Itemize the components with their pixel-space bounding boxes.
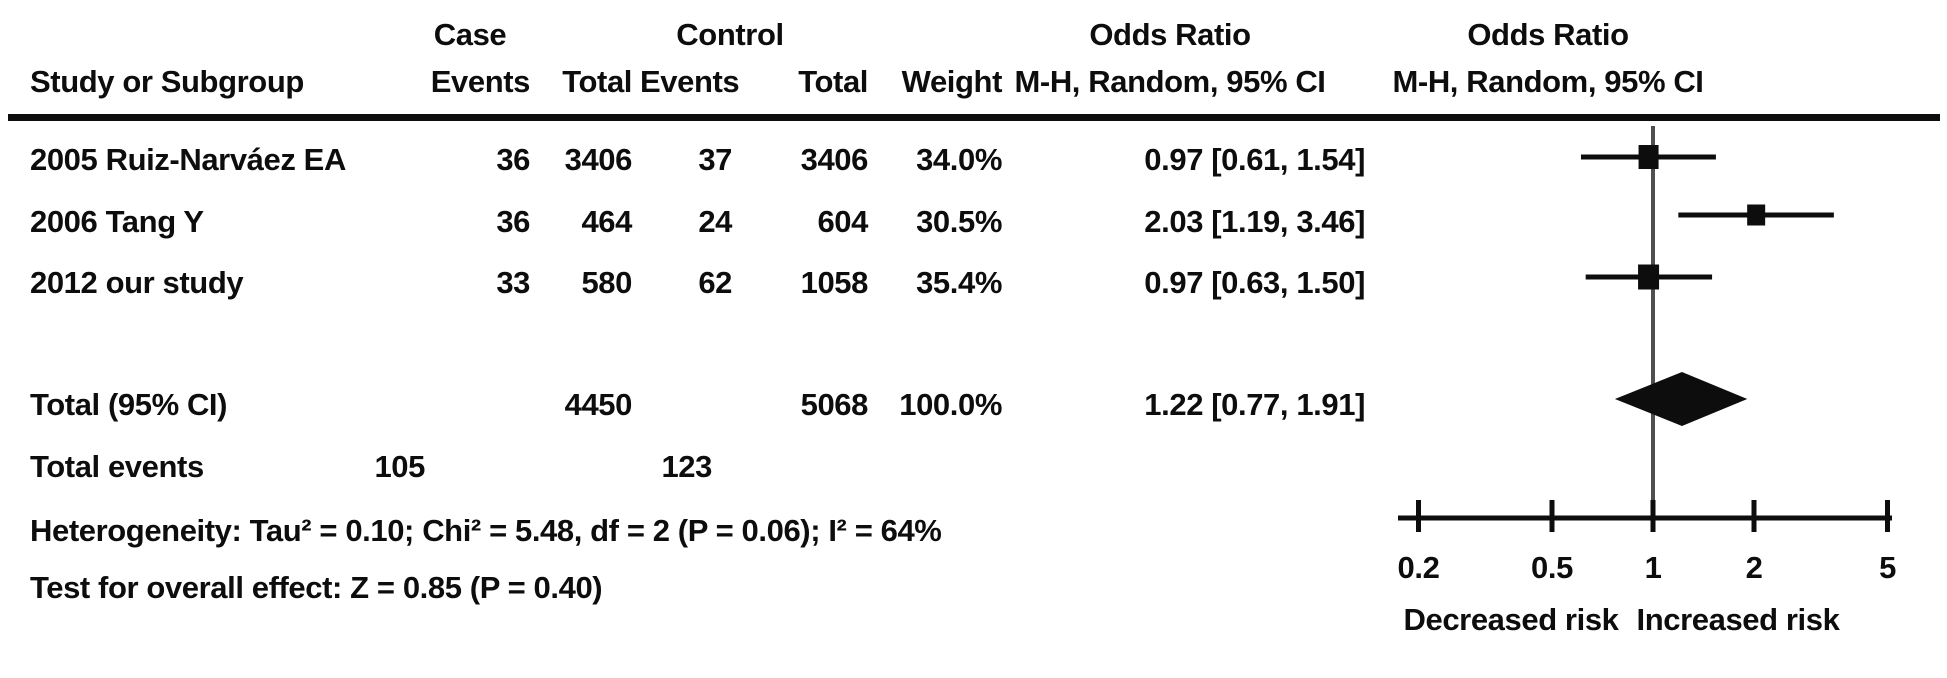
header-divider	[8, 114, 1940, 121]
total-case-total: 4450	[564, 387, 633, 422]
control-total-column-header: Total	[798, 64, 868, 99]
axis-tick-label: 0.2	[1398, 550, 1440, 585]
case-events: 36	[496, 204, 530, 239]
control-group-header: Control	[676, 17, 784, 52]
control-total: 3406	[800, 142, 869, 177]
total-weight: 100.0%	[899, 387, 1002, 422]
weight-value: 35.4%	[916, 265, 1002, 300]
or-ci-value: 2.03 [1.19, 3.46]	[1144, 204, 1365, 239]
case-group-header: Case	[433, 17, 507, 52]
odds-ratio-plot-header: Odds Ratio	[1467, 17, 1629, 52]
control-events: 24	[698, 204, 732, 239]
weight-value: 30.5%	[916, 204, 1002, 239]
study-name: 2005 Ruiz-Narváez EA	[30, 142, 346, 177]
study-column-header: Study or Subgroup	[30, 64, 304, 99]
weight-value: 34.0%	[916, 142, 1002, 177]
case-total-column-header: Total	[562, 64, 632, 99]
case-events: 36	[496, 142, 530, 177]
decreased-risk-label: Decreased risk	[1403, 602, 1619, 637]
mh-ci-plot-header: M-H, Random, 95% CI	[1392, 64, 1704, 99]
total-events-case-value: 105	[374, 449, 425, 484]
case-total: 580	[581, 265, 632, 300]
case-total: 3406	[564, 142, 633, 177]
total-events-control-value: 123	[661, 449, 712, 484]
case-events-column-header: Events	[430, 64, 531, 99]
total-events-label: Total events	[30, 449, 204, 484]
control-total: 1058	[800, 265, 869, 300]
axis-tick-label: 5	[1879, 550, 1896, 585]
study-name: 2006 Tang Y	[30, 204, 204, 239]
study-name: 2012 our study	[30, 265, 244, 300]
study-square	[1638, 264, 1660, 290]
control-events-column-header: Events	[640, 64, 740, 99]
study-square	[1747, 204, 1766, 226]
total-control-total: 5068	[800, 387, 869, 422]
total-or-ci: 1.22 [0.77, 1.91]	[1144, 387, 1365, 422]
or-ci-value: 0.97 [0.63, 1.50]	[1144, 265, 1365, 300]
case-total: 464	[581, 204, 632, 239]
control-events: 62	[698, 265, 732, 300]
total-diamond	[1614, 372, 1748, 426]
weight-column-header: Weight	[901, 64, 1003, 99]
case-events: 33	[496, 265, 530, 300]
odds-ratio-column-header: Odds Ratio	[1089, 17, 1251, 52]
overall-effect-test: Test for overall effect: Z = 0.85 (P = 0…	[30, 570, 603, 605]
study-square	[1638, 145, 1659, 169]
increased-risk-label: Increased risk	[1636, 602, 1840, 637]
total-row-label: Total (95% CI)	[30, 387, 228, 422]
control-total: 604	[817, 204, 868, 239]
heterogeneity-stats: Heterogeneity: Tau² = 0.10; Chi² = 5.48,…	[30, 513, 942, 548]
axis-tick-label: 0.5	[1531, 550, 1573, 585]
mh-ci-column-header: M-H, Random, 95% CI	[1014, 64, 1326, 99]
axis-tick-label: 1	[1645, 550, 1662, 585]
control-events: 37	[698, 142, 732, 177]
or-ci-value: 0.97 [0.61, 1.54]	[1144, 142, 1365, 177]
axis-tick-label: 2	[1746, 550, 1763, 585]
